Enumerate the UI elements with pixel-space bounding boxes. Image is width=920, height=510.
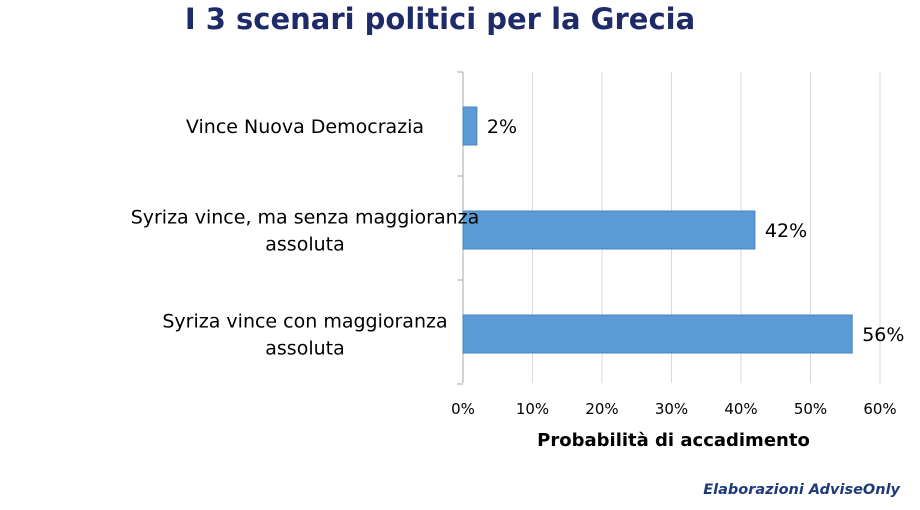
data-label: 2% <box>487 116 517 138</box>
x-tick-label: 40% <box>724 400 757 418</box>
category-label: Vince Nuova Democrazia <box>186 116 424 138</box>
category-label: Syriza vince con maggioranza <box>162 311 447 333</box>
x-tick-label: 30% <box>655 400 688 418</box>
data-label: 42% <box>765 220 807 242</box>
x-tick-label: 60% <box>863 400 896 418</box>
data-label: 56% <box>862 324 904 346</box>
category-label: Syriza vince, ma senza maggioranza <box>131 207 480 229</box>
bar <box>462 314 853 354</box>
x-tick-label: 50% <box>794 400 827 418</box>
source-credit: Elaborazioni AdviseOnly <box>703 482 900 498</box>
x-tick-label: 20% <box>585 400 618 418</box>
category-label: assoluta <box>265 338 344 360</box>
x-tick-label: 10% <box>516 400 549 418</box>
bar <box>462 210 756 250</box>
bar <box>462 106 478 146</box>
chart-title: I 3 scenari politici per la Grecia <box>184 2 696 36</box>
category-label: assoluta <box>265 234 344 256</box>
x-tick-label: 0% <box>451 400 475 418</box>
x-axis-title: Probabilità di accadimento <box>537 430 810 451</box>
